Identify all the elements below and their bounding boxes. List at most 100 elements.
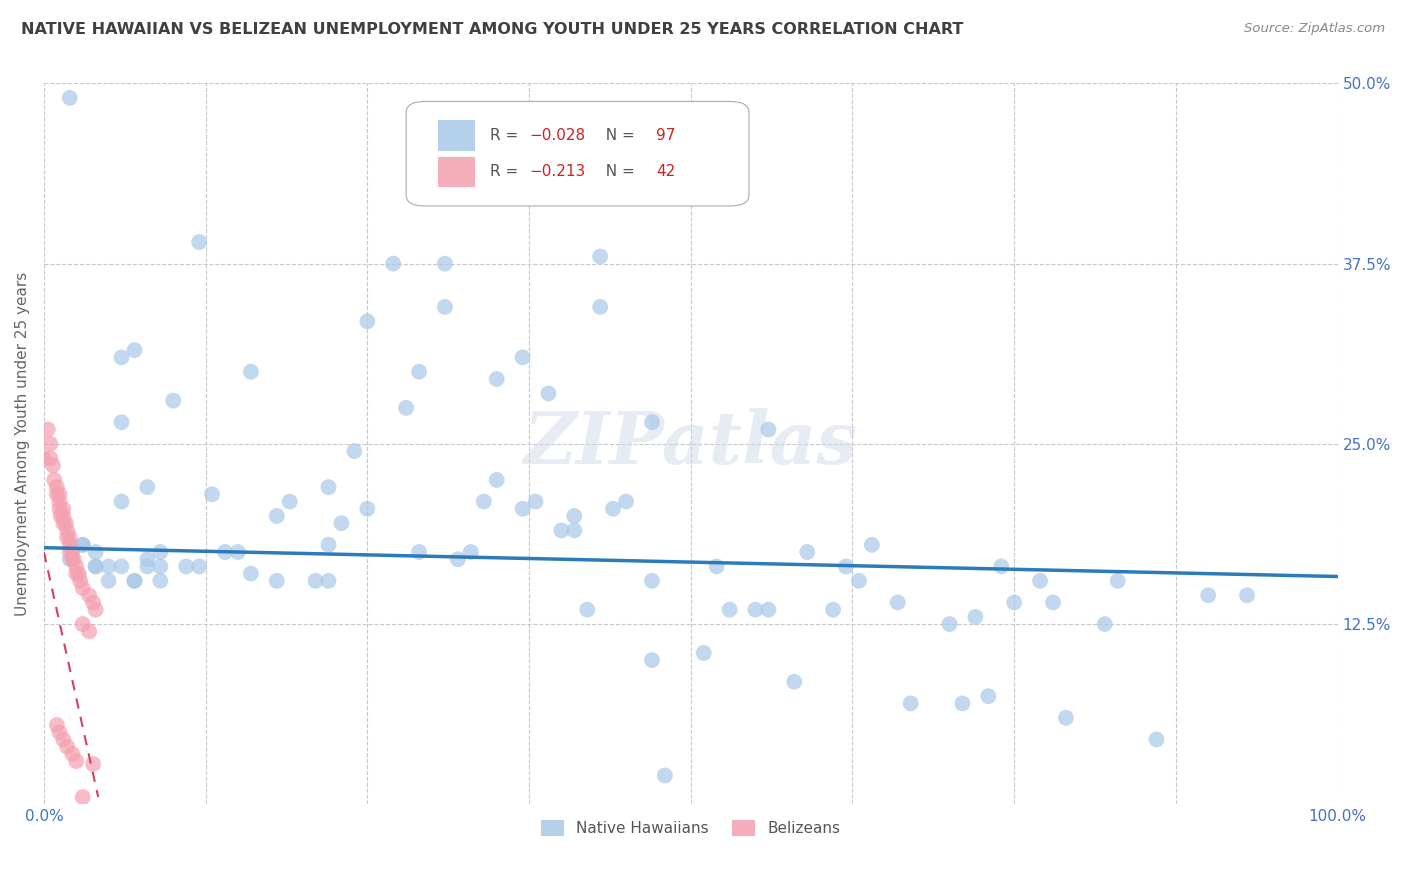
Point [62,552,84,566]
Text: N =: N = [596,164,640,179]
Point [37,422,59,436]
Point [82,756,104,771]
Point [239,365,262,379]
Point [938,617,960,632]
Point [485,473,508,487]
Point [174,559,197,574]
Point [149,559,172,574]
Point [1107,574,1129,588]
Point [201,487,224,501]
Point [382,257,405,271]
Point [188,559,211,574]
Point [318,574,340,588]
Point [84,545,107,559]
Point [97,559,120,574]
Point [537,386,560,401]
Point [45,718,67,732]
Point [550,524,572,538]
Point [1197,588,1219,602]
Point [48,501,70,516]
Point [60,747,83,761]
Text: −0.028: −0.028 [529,128,585,143]
Point [45,480,67,494]
Point [783,674,806,689]
Point [69,574,91,588]
Point [124,343,146,358]
Point [304,574,326,588]
Point [395,401,418,415]
Y-axis label: Unemployment Among Youth under 25 years: Unemployment Among Youth under 25 years [15,272,30,616]
Point [990,559,1012,574]
Point [45,487,67,501]
Point [124,574,146,588]
Point [162,393,184,408]
Point [59,552,82,566]
Point [447,552,470,566]
Point [55,516,77,531]
Point [60,545,83,559]
FancyBboxPatch shape [439,157,475,187]
Point [602,501,624,516]
Point [72,790,94,805]
Point [239,566,262,581]
Point [136,559,159,574]
Point [97,574,120,588]
Text: Source: ZipAtlas.com: Source: ZipAtlas.com [1244,22,1385,36]
Point [835,559,858,574]
Point [356,314,378,328]
Point [39,437,62,451]
Point [149,574,172,588]
Point [356,501,378,516]
Point [72,538,94,552]
Point [1054,711,1077,725]
Point [42,458,65,473]
Point [965,610,987,624]
Point [823,602,845,616]
Point [641,574,664,588]
Point [848,574,870,588]
Point [84,559,107,574]
Point [136,480,159,494]
Point [589,249,612,263]
Point [692,646,714,660]
Point [641,415,664,429]
Point [188,235,211,249]
Point [48,494,70,508]
Point [77,624,100,639]
Point [1236,588,1258,602]
Point [59,538,82,552]
Point [562,524,585,538]
Point [706,559,728,574]
Point [1042,595,1064,609]
Point [952,697,974,711]
Point [56,524,79,538]
Text: ZIPatlas: ZIPatlas [523,409,858,479]
Point [56,531,79,545]
Point [472,494,495,508]
Point [654,768,676,782]
Point [67,566,90,581]
Text: R =: R = [491,128,523,143]
Point [110,494,132,508]
Point [330,516,353,531]
Point [278,494,301,508]
Point [110,351,132,365]
Point [266,508,288,523]
Point [110,415,132,429]
Text: NATIVE HAWAIIAN VS BELIZEAN UNEMPLOYMENT AMONG YOUTH UNDER 25 YEARS CORRELATION : NATIVE HAWAIIAN VS BELIZEAN UNEMPLOYMENT… [21,22,963,37]
Point [1146,732,1168,747]
Point [796,545,818,559]
Point [52,501,75,516]
Point [433,257,456,271]
Point [59,531,82,545]
Point [82,595,104,609]
Point [485,372,508,386]
Point [214,545,236,559]
FancyBboxPatch shape [439,120,475,151]
FancyBboxPatch shape [406,102,749,206]
Point [49,508,72,523]
Point [614,494,637,508]
Point [65,754,87,768]
Point [39,451,62,466]
Point [59,545,82,559]
